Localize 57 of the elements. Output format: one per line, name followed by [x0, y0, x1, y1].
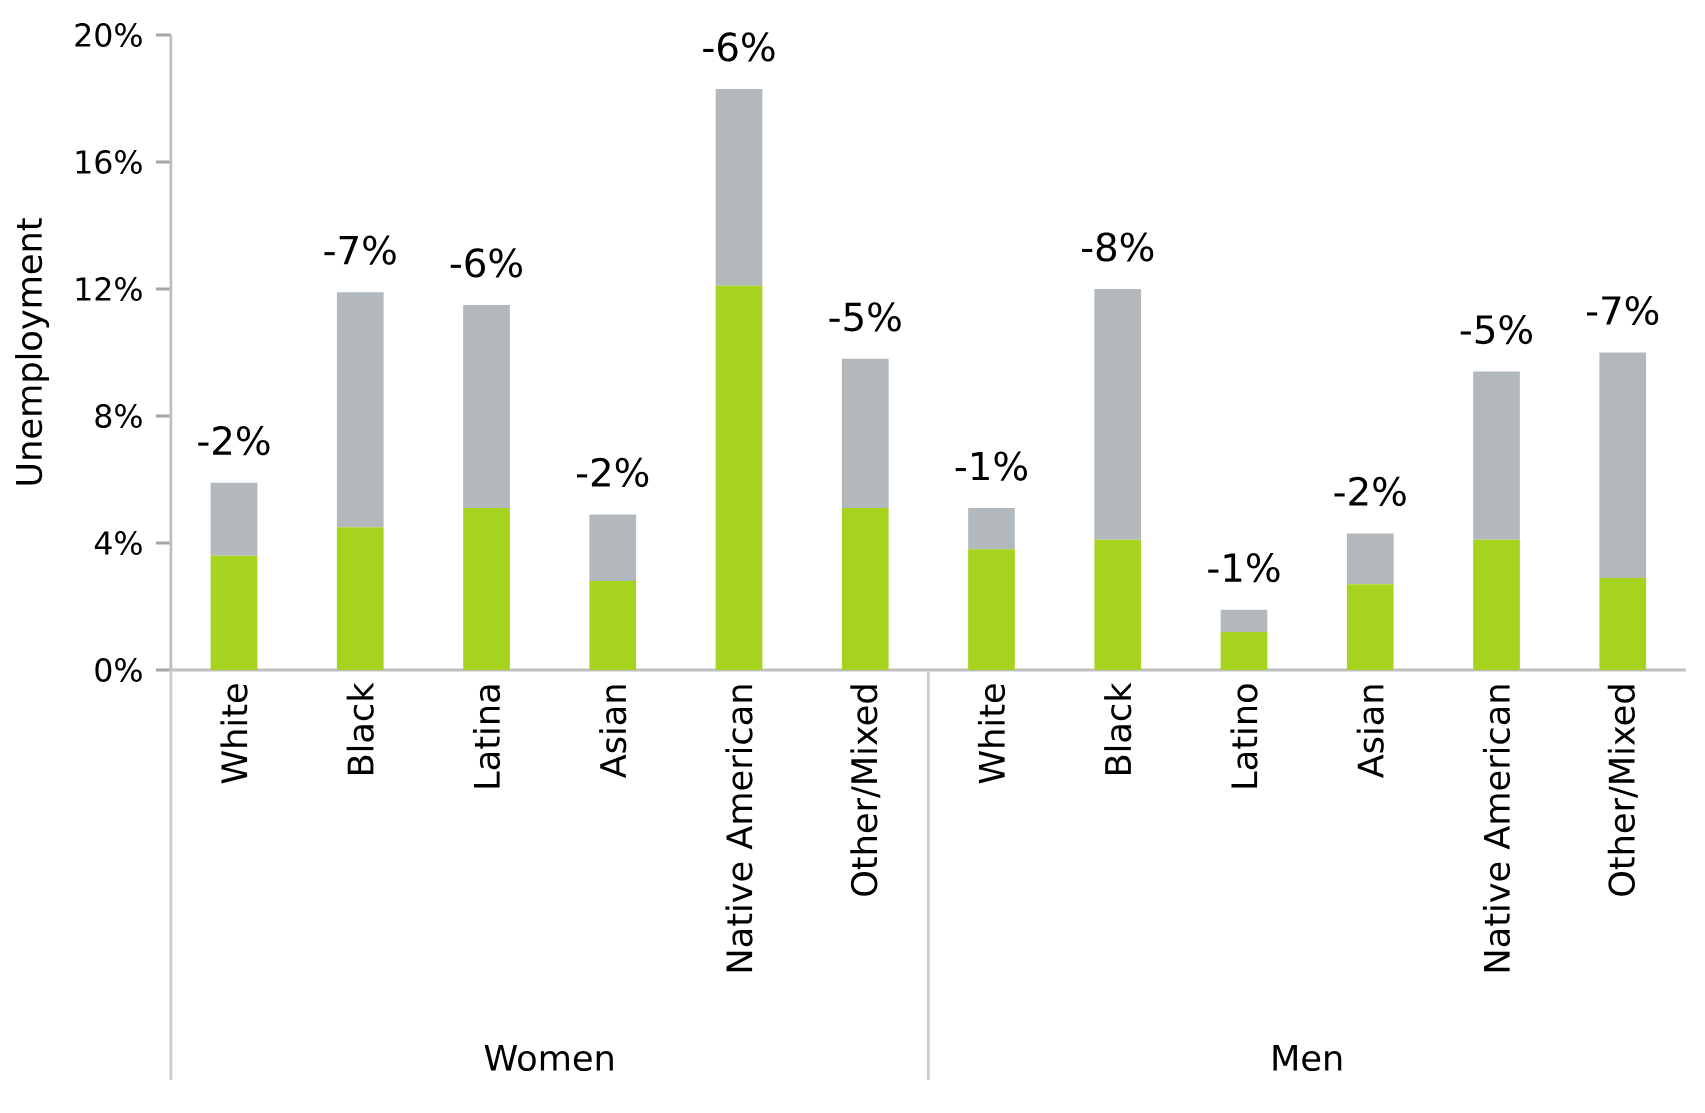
bar: [715, 285, 763, 671]
text: Men: [1273, 1044, 1342, 1072]
bar: [1599, 577, 1647, 671]
y-tick-label: 8%: [95, 404, 142, 428]
x-tick-label: Native American: [1482, 685, 1511, 972]
x-tick-label: White: [220, 684, 248, 784]
bar: [1473, 539, 1520, 671]
bar: [1220, 631, 1268, 671]
bar: [463, 508, 510, 671]
annotation: -5%: [829, 302, 901, 332]
y-tick-label: 4%: [94, 531, 142, 555]
bar: [1346, 533, 1394, 585]
bar: [336, 527, 384, 671]
x-tick-label: White: [977, 684, 1006, 784]
bar: [589, 514, 637, 582]
bar: [589, 581, 637, 671]
annotation: -1%: [1208, 553, 1280, 583]
bar: [841, 358, 889, 509]
annotation: -6%: [450, 248, 522, 278]
bar: [1346, 584, 1394, 671]
bar: [715, 88, 763, 286]
bar: [1473, 371, 1520, 540]
y-tick-label: 20%: [75, 23, 142, 47]
bar: [841, 508, 889, 671]
annotation: -7%: [1586, 295, 1659, 326]
x-tick-label: Other/Mixed: [850, 685, 881, 896]
annotation: -5%: [1460, 314, 1532, 345]
bar: [1220, 609, 1268, 632]
x-tick-label: Other/Mixed: [1607, 685, 1638, 896]
y-tick-label: 12%: [76, 277, 142, 301]
bar: [336, 292, 384, 528]
bar: [210, 555, 258, 671]
x-tick-label: Latino: [1230, 684, 1258, 788]
x-tick-label: Asian: [599, 685, 627, 779]
annotation: -7%: [324, 235, 396, 265]
bar: [968, 549, 1015, 671]
annotation: -6%: [703, 32, 775, 62]
x-tick-label: Black: [346, 682, 374, 775]
y-tick-label: 0%: [95, 658, 142, 682]
y-tick-label: 16%: [76, 150, 142, 174]
bar: [210, 482, 258, 556]
bar: [1094, 289, 1142, 540]
bar: [968, 508, 1015, 550]
annotation: -1%: [955, 451, 1027, 481]
x-tick-label: Native American: [725, 685, 753, 972]
bar: [463, 304, 510, 509]
annotation: -2%: [576, 457, 649, 488]
annotation: -2%: [1334, 476, 1406, 507]
annotation: -2%: [198, 426, 270, 456]
text: Women: [484, 1044, 613, 1072]
y-axis-title: Unemployment: [14, 218, 50, 485]
x-tick-label: Latina: [472, 685, 501, 788]
bar: [1094, 539, 1142, 671]
annotation: -8%: [1081, 232, 1154, 262]
bar: [1599, 352, 1647, 578]
x-tick-label: Black: [1104, 682, 1132, 775]
x-tick-label: Asian: [1356, 685, 1384, 779]
